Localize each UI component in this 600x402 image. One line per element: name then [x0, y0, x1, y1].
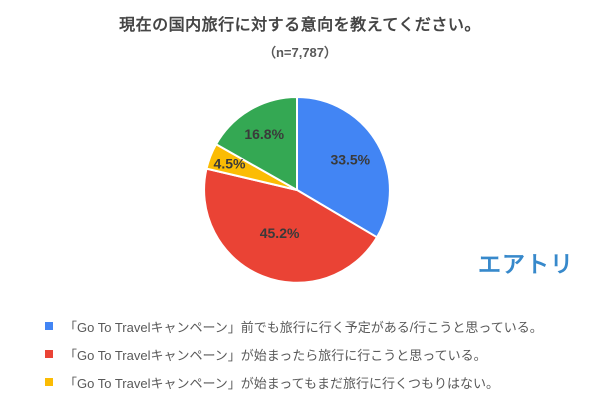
- sample-size: （n=7,787）: [262, 45, 338, 60]
- slice-label: 45.2%: [260, 225, 300, 241]
- legend-label: 「Go To Travelキャンペーン」が始まってもまだ旅行に行くつもりはない。: [64, 375, 499, 391]
- legend-swatch-blue: [45, 322, 53, 330]
- slice-label: 16.8%: [244, 126, 284, 142]
- legend: 「Go To Travelキャンペーン」前でも旅行に行く予定がある/行こうと思っ…: [45, 319, 543, 391]
- legend-swatch-red: [45, 350, 53, 358]
- chart-title: 現在の国内旅行に対する意向を教えてください。: [119, 17, 481, 34]
- brand-logo: エアトリ: [478, 251, 574, 277]
- legend-label: 「Go To Travelキャンペーン」が始まったら旅行に行こうと思っている。: [64, 347, 487, 363]
- pie-slice: [215, 96, 298, 191]
- legend-label: 「Go To Travelキャンペーン」前でも旅行に行く予定がある/行こうと思っ…: [64, 319, 543, 335]
- legend-item: 「Go To Travelキャンペーン」が始まってもまだ旅行に行くつもりはない。: [45, 375, 543, 391]
- slice-label: 4.5%: [214, 156, 246, 172]
- slice-label: 33.5%: [330, 152, 370, 168]
- legend-item: 「Go To Travelキャンペーン」前でも旅行に行く予定がある/行こうと思っ…: [45, 319, 543, 335]
- legend-swatch-yellow: [45, 378, 53, 386]
- pie-slice: [203, 167, 378, 284]
- pie-slice: [296, 96, 391, 239]
- legend-item: 「Go To Travelキャンペーン」が始まったら旅行に行こうと思っている。: [45, 347, 543, 363]
